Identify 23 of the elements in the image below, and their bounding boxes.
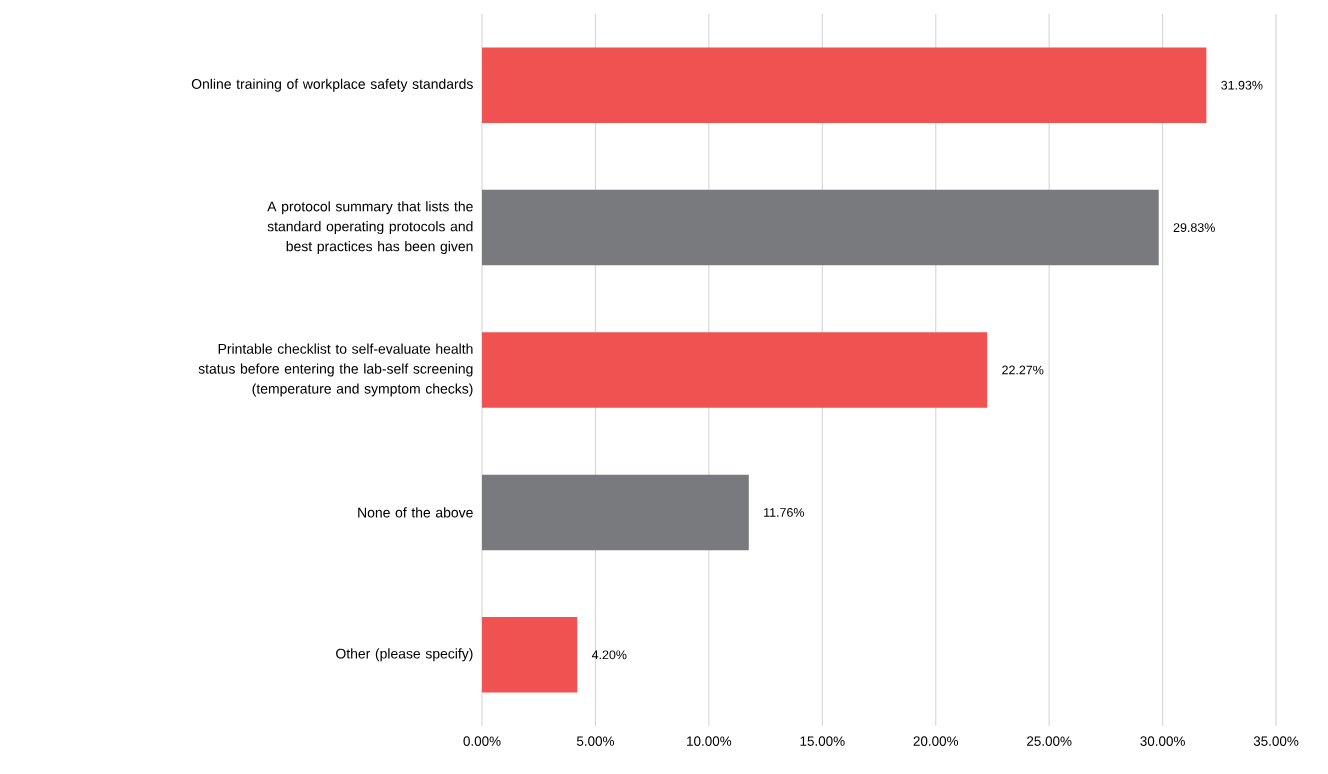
x-tick-label: 30.00% [1140, 736, 1185, 746]
data-label: 11.76% [764, 508, 805, 517]
x-tick-label: 0.00% [463, 736, 501, 746]
y-tick-label: A protocol summary that lists the standard operating protocols and best practices has been given [267, 201, 473, 255]
x-tick-label: 5.00% [576, 736, 615, 746]
bar [482, 617, 578, 693]
y-tick-label: None of the above [358, 507, 473, 518]
y-tick-label: Other (please specify) [336, 648, 473, 662]
x-tick-label: 10.00% [687, 736, 732, 746]
x-tick-label: 35.00% [1253, 736, 1299, 746]
bar [482, 189, 1159, 266]
data-label: 22.27% [1002, 365, 1044, 375]
data-label: 31.93% [1221, 80, 1263, 90]
x-tick-label: 20.00% [913, 736, 959, 746]
data-label: 29.83% [1173, 223, 1215, 233]
bar [482, 474, 749, 551]
y-tick-label: Online training of workplace safety standards [191, 78, 473, 92]
x-tick-label: 15.00% [800, 736, 845, 746]
data-label: 4.20% [591, 650, 627, 660]
y-tick-label: Printable checklist to self-evaluate health status before entering the lab-self screening (temperature and symptom checks) [198, 343, 473, 397]
bar [482, 332, 988, 408]
x-tick-label: 25.00% [1027, 736, 1072, 746]
bar [482, 47, 1207, 123]
